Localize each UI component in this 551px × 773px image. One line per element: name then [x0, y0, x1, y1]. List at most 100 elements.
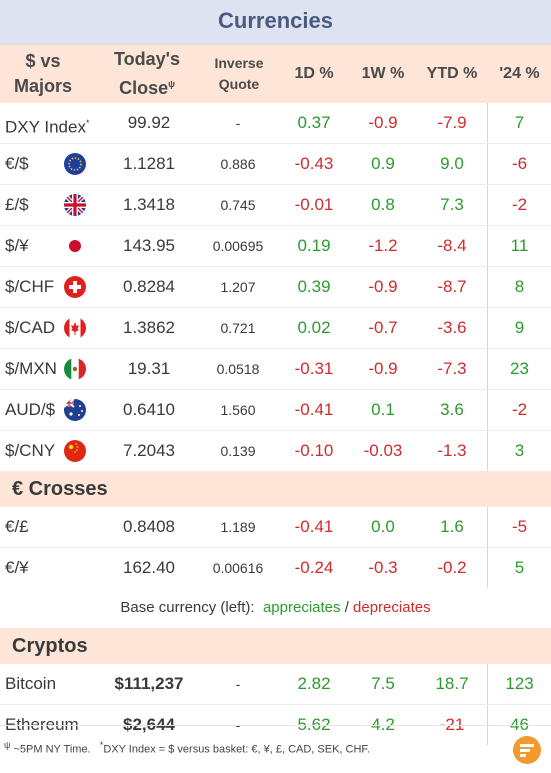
- column-divider: [487, 103, 488, 143]
- close-value: 162.40: [123, 558, 175, 577]
- eu-flag-icon: [64, 153, 86, 175]
- change-2024: 123: [505, 674, 534, 693]
- change-2024: 7: [514, 113, 525, 132]
- japan-flag-icon: [64, 235, 86, 257]
- australia-flag-icon: [64, 399, 86, 421]
- brand-logo-icon: [513, 736, 541, 764]
- change-2024: -5: [511, 517, 528, 536]
- change-ytd: -0.2: [437, 558, 467, 577]
- close-value: 143.95: [123, 236, 175, 255]
- majors-row: $/CAD 1.3862 0.721 0.02 -0.7 -3.6 9: [0, 308, 551, 349]
- row-label: €/$: [5, 154, 29, 173]
- inverse-quote-value: 0.745: [220, 197, 256, 213]
- change-1w: 0.9: [371, 154, 395, 173]
- majors-row: $/MXN 19.31 0.0518 -0.31 -0.9 -7.3 23: [0, 349, 551, 390]
- inverse-quote-value: 0.886: [220, 156, 256, 172]
- header-ytd: YTD %: [426, 65, 478, 82]
- close-value: 0.6410: [123, 400, 175, 419]
- close-value: 7.2043: [123, 441, 175, 460]
- change-2024: 23: [510, 359, 529, 378]
- section-cryptos: Cryptos: [0, 628, 551, 664]
- change-1d: -0.43: [294, 154, 334, 173]
- change-2024: 3: [514, 441, 525, 460]
- change-ytd: 7.3: [440, 195, 464, 214]
- change-1w: -0.9: [368, 359, 398, 378]
- color-legend: Base currency (left): appreciates / depr…: [120, 599, 431, 616]
- change-1d: 0.19: [297, 236, 331, 255]
- column-divider: [487, 267, 488, 307]
- column-divider: [487, 144, 488, 184]
- column-header-row: $ vs Majors Today's Closeψ Inverse Quote 1D…: [0, 44, 551, 103]
- close-value: 99.92: [127, 113, 171, 132]
- change-ytd: -1.3: [437, 441, 467, 460]
- majors-row: $/CNY 7.2043 0.139 -0.10 -0.03 -1.3 3: [0, 431, 551, 471]
- header-1d: 1D %: [294, 65, 334, 82]
- row-label: $/¥: [5, 236, 29, 255]
- column-divider: [487, 308, 488, 348]
- inverse-quote-value: -: [235, 676, 241, 692]
- change-1w: 0.0: [371, 517, 395, 536]
- change-1d: -0.41: [294, 400, 334, 419]
- majors-row: €/$ 1.1281 0.886 -0.43 0.9 9.0 -6: [0, 144, 551, 185]
- crosses-table: €/£ 0.8408 1.189 -0.41 0.0 1.6 -5 €/¥ 162.40 0.00…: [0, 507, 551, 588]
- cryptos-row: Bitcoin $111,237 - 2.82 7.5 18.7 123: [0, 664, 551, 705]
- change-ytd: 1.6: [440, 517, 464, 536]
- close-value: $2,644: [123, 715, 175, 734]
- change-1w: 7.5: [371, 674, 395, 693]
- change-ytd: -8.4: [437, 236, 467, 255]
- close-value: 0.8284: [123, 277, 175, 296]
- row-label: £/$: [5, 195, 29, 214]
- change-ytd: 9.0: [440, 154, 464, 173]
- row-label: Bitcoin: [5, 674, 57, 693]
- change-2024: -2: [511, 400, 528, 419]
- majors-row: $/CHF 0.8284 1.207 0.39 -0.9 -8.7 8: [0, 267, 551, 308]
- change-1w: 0.1: [371, 400, 395, 419]
- change-1w: -1.2: [368, 236, 398, 255]
- change-1d: -0.31: [294, 359, 334, 378]
- change-1d: -0.24: [294, 558, 334, 577]
- change-1d: 0.02: [297, 318, 331, 337]
- row-label: €/¥: [5, 558, 29, 577]
- column-divider: [487, 507, 488, 547]
- inverse-quote-value: 1.207: [220, 279, 256, 295]
- legend-depreciates: depreciates: [353, 599, 431, 616]
- majors-table: DXY Index* 99.92 - 0.37 -0.9 -7.9 7 €/$ 1.1281 0.…: [0, 103, 551, 471]
- majors-row: DXY Index* 99.92 - 0.37 -0.9 -7.9 7: [0, 103, 551, 144]
- china-flag-icon: [64, 440, 86, 462]
- footer: ψ ~5PM NY Time. *DXY Index = $ versus ba…: [0, 725, 551, 773]
- change-2024: 46: [510, 715, 529, 734]
- change-ytd: -8.7: [437, 277, 467, 296]
- mexico-flag-icon: [64, 358, 86, 380]
- crosses-row: €/£ 0.8408 1.189 -0.41 0.0 1.6 -5: [0, 507, 551, 548]
- header-vs-majors: $ vs Majors: [13, 51, 73, 96]
- column-divider: [487, 664, 488, 704]
- change-1d: 0.39: [297, 277, 331, 296]
- change-2024: -6: [511, 154, 528, 173]
- swiss-flag-icon: [64, 276, 86, 298]
- close-value: 19.31: [127, 359, 171, 378]
- change-1w: -0.9: [368, 277, 398, 296]
- inverse-quote-value: 0.00616: [212, 560, 264, 576]
- change-1w: 4.2: [371, 715, 395, 734]
- change-2024: 5: [514, 558, 525, 577]
- change-1w: -0.9: [368, 113, 398, 132]
- change-1d: -0.10: [294, 441, 334, 460]
- uk-flag-icon: [64, 194, 86, 216]
- inverse-quote-value: 0.00695: [212, 238, 264, 254]
- column-divider: [487, 185, 488, 225]
- change-2024: 8: [514, 277, 525, 296]
- change-1d: -0.01: [294, 195, 334, 214]
- header-1w: 1W %: [361, 65, 405, 82]
- column-divider: [487, 349, 488, 389]
- majors-row: $/¥ 143.95 0.00695 0.19 -1.2 -8.4 11: [0, 226, 551, 267]
- row-label: $/CNY: [5, 441, 56, 460]
- row-label: $/CHF: [5, 277, 55, 296]
- change-1d: 5.62: [297, 715, 331, 734]
- change-ytd: -3.6: [437, 318, 467, 337]
- majors-row: AUD/$ 0.6410 1.560 -0.41 0.1 3.6 -2: [0, 390, 551, 431]
- change-1d: -0.41: [294, 517, 334, 536]
- change-1d: 0.37: [297, 113, 331, 132]
- change-1d: 2.82: [297, 674, 331, 693]
- row-label: AUD/$: [5, 400, 56, 419]
- inverse-quote-value: -: [235, 115, 241, 131]
